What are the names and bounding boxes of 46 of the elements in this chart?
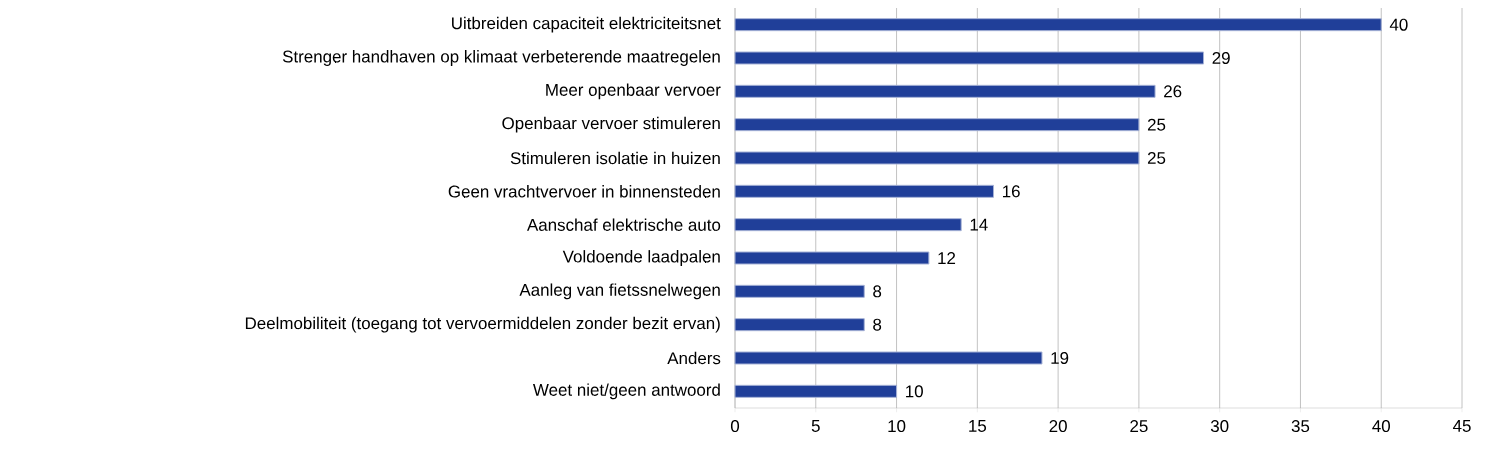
bar bbox=[734, 51, 1205, 65]
data-label: 26 bbox=[1164, 85, 1182, 98]
y-tick-label: Aanschaf elektrische auto bbox=[526, 218, 721, 231]
y-tick-label: Meer openbaar vervoer bbox=[546, 83, 721, 100]
y-tick-label: Aanleg van fietssnelwegen bbox=[519, 283, 720, 300]
bar bbox=[734, 384, 898, 398]
y-tick-label: Strenger handhaven op klimaat verbeterende maatregelen bbox=[282, 50, 720, 66]
y-tick-label: Voldoende laadpalen bbox=[562, 250, 720, 266]
data-label: 10 bbox=[906, 385, 923, 398]
bar bbox=[734, 151, 1140, 165]
bar bbox=[734, 284, 865, 298]
bar bbox=[734, 84, 1156, 98]
bar bbox=[734, 318, 865, 332]
data-label: 8 bbox=[873, 285, 882, 298]
y-tick-label: Weet niet/geen antwoord bbox=[532, 383, 720, 400]
data-label: 12 bbox=[938, 252, 956, 264]
x-tick-label: 45 bbox=[1452, 420, 1471, 432]
y-tick-label: Uitbreiden capaciteit elektriciteitsnet bbox=[452, 16, 721, 33]
x-tick-label: 40 bbox=[1372, 420, 1390, 433]
y-tick-label: Anders bbox=[667, 351, 721, 365]
x-tick-label: 0 bbox=[730, 420, 740, 433]
y-tick-label: Stimuleren isolatie in huizen bbox=[510, 151, 720, 165]
data-label: 16 bbox=[1002, 185, 1020, 198]
data-label: 25 bbox=[1147, 152, 1166, 164]
x-tick-label: 10 bbox=[888, 420, 906, 433]
y-tick-label: Openbaar vervoer stimuleren bbox=[502, 116, 720, 133]
bar bbox=[734, 251, 930, 265]
x-tick-label: 20 bbox=[1049, 420, 1067, 433]
y-tick-label: Deelmobiliteit (toegang tot vervoermiddelen zonder bezit ervan) bbox=[245, 316, 720, 333]
bar bbox=[734, 118, 1140, 132]
bar bbox=[734, 218, 962, 232]
x-tick-label: 25 bbox=[1130, 420, 1148, 433]
data-label: 25 bbox=[1147, 118, 1166, 131]
x-tick-label: 35 bbox=[1291, 420, 1310, 433]
bar bbox=[734, 18, 1382, 32]
data-label: 14 bbox=[970, 218, 988, 231]
x-tick-label: 5 bbox=[811, 420, 820, 432]
x-tick-label: 15 bbox=[969, 420, 987, 432]
bar bbox=[734, 351, 1043, 365]
data-label: 8 bbox=[873, 318, 882, 331]
data-label: 29 bbox=[1212, 52, 1230, 64]
x-tick-label: 30 bbox=[1210, 420, 1229, 433]
data-label: 19 bbox=[1051, 352, 1069, 365]
data-label: 40 bbox=[1389, 18, 1408, 31]
y-tick-label: Geen vrachtvervoer in binnensteden bbox=[448, 185, 720, 198]
bar bbox=[734, 184, 994, 198]
